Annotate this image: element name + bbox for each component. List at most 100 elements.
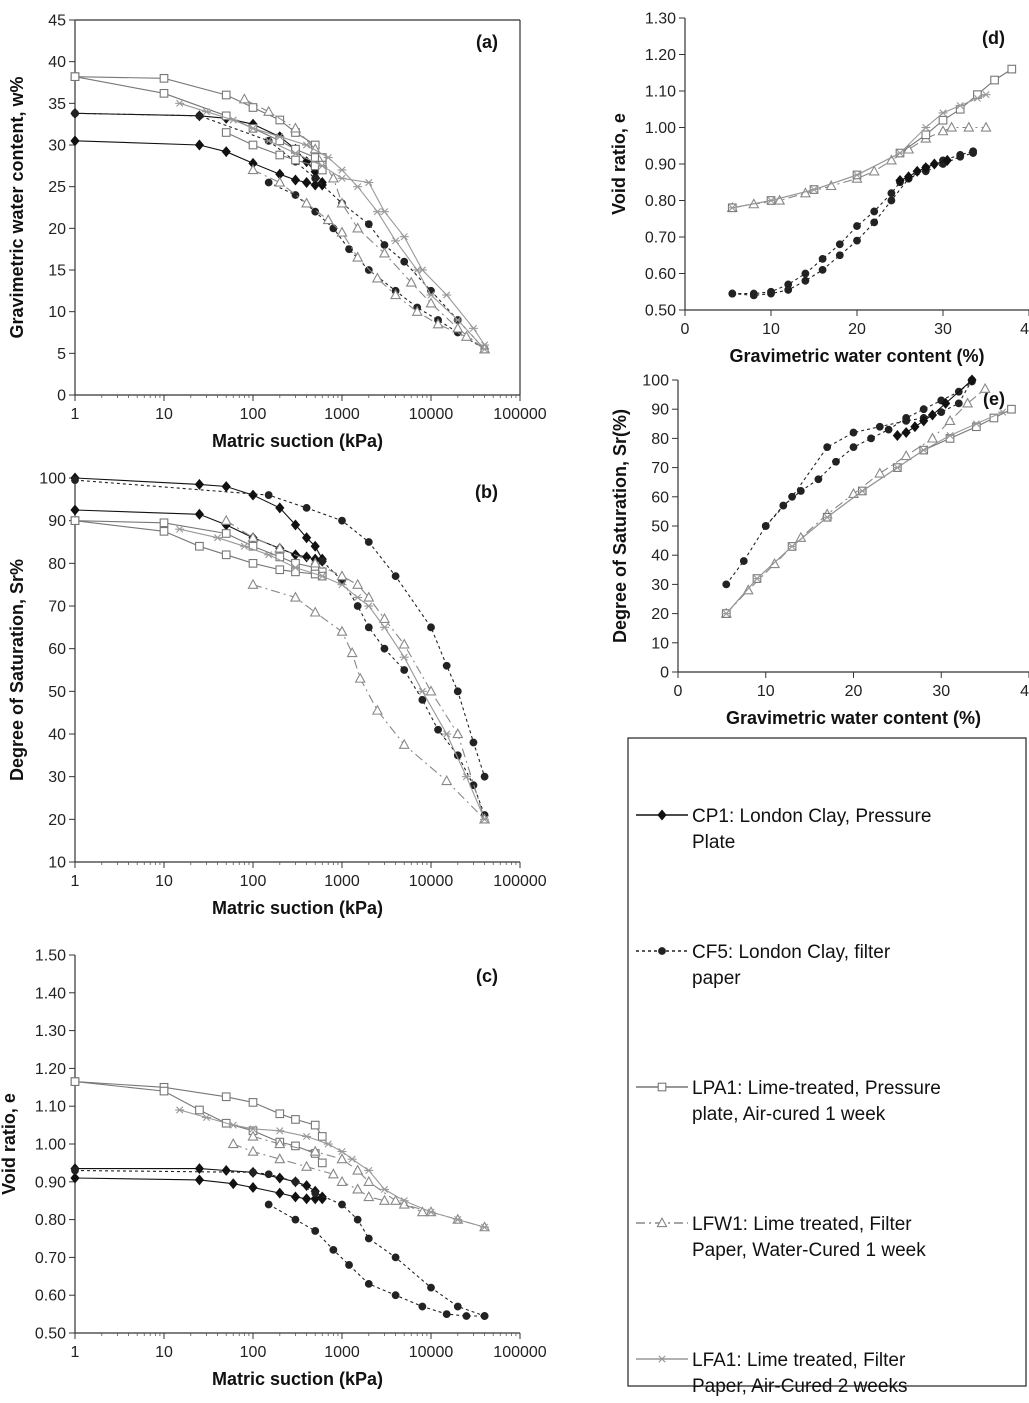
y-tick-label: 20 xyxy=(48,221,66,238)
x-tick-label: 100 xyxy=(240,406,267,423)
series-LFA1 xyxy=(175,99,490,353)
y-tick-label: 1.00 xyxy=(645,120,676,137)
y-tick-label: 5 xyxy=(57,346,66,363)
data-point xyxy=(221,1092,231,1102)
data-point xyxy=(302,1132,312,1141)
panel-label: (e) xyxy=(983,389,1005,409)
series-line xyxy=(74,1081,323,1164)
data-point xyxy=(310,179,320,191)
data-point xyxy=(990,75,999,85)
data-point xyxy=(400,257,409,266)
data-point xyxy=(159,526,169,536)
data-point xyxy=(378,247,390,258)
y-tick-label: 0 xyxy=(660,665,669,682)
data-point xyxy=(289,591,301,602)
data-point xyxy=(938,115,948,125)
data-point xyxy=(264,1200,273,1209)
data-point xyxy=(767,289,775,298)
data-point xyxy=(998,408,1008,416)
series-CP1 xyxy=(895,154,952,186)
y-tick-label: 20 xyxy=(48,812,66,829)
data-point xyxy=(338,516,346,525)
y-tick-label: 1.40 xyxy=(35,985,66,1002)
y-tick-label: 90 xyxy=(651,402,669,419)
data-point xyxy=(322,214,334,225)
data-point xyxy=(364,602,374,610)
series-CF5 xyxy=(318,557,489,819)
legend-label: CF5: London Clay, filter xyxy=(692,942,891,963)
data-point xyxy=(461,773,471,781)
data-point xyxy=(887,196,896,205)
x-tick-label: 100 xyxy=(240,1344,267,1361)
data-point xyxy=(70,135,80,147)
data-point xyxy=(194,1174,205,1186)
data-point xyxy=(919,405,928,414)
y-tick-label: 35 xyxy=(48,96,66,113)
y-tick-label: 0.60 xyxy=(645,266,676,283)
data-point xyxy=(248,103,258,112)
data-point xyxy=(849,428,858,437)
data-point xyxy=(275,1127,285,1135)
data-point xyxy=(902,416,911,425)
y-tick-label: 80 xyxy=(48,556,66,573)
data-point xyxy=(227,1138,239,1149)
panel-label: (d) xyxy=(982,28,1005,48)
data-point xyxy=(247,1145,259,1156)
data-point xyxy=(895,174,905,186)
data-point xyxy=(70,72,80,82)
data-point xyxy=(963,121,975,132)
data-point xyxy=(159,1086,169,1096)
data-point xyxy=(175,99,185,107)
x-axis-title: Matric suction (kPa) xyxy=(212,431,383,451)
y-tick-label: 1.10 xyxy=(645,84,676,101)
data-point xyxy=(323,1140,333,1148)
legend-marker xyxy=(658,947,666,955)
data-point xyxy=(832,457,840,466)
y-tick-label: 0.70 xyxy=(645,230,676,247)
x-tick-label: 1 xyxy=(71,406,80,423)
data-point xyxy=(275,133,285,141)
data-point xyxy=(264,491,273,499)
data-point xyxy=(290,519,301,531)
series-line xyxy=(74,112,486,350)
y-tick-label: 45 xyxy=(48,13,66,30)
data-point xyxy=(345,245,353,254)
x-axis-title: Gravimetric water content (%) xyxy=(729,346,984,366)
data-point xyxy=(364,1166,374,1175)
data-point xyxy=(371,272,383,283)
data-point xyxy=(442,730,452,738)
data-point xyxy=(919,415,929,427)
x-tick-label: 1000 xyxy=(324,406,360,423)
data-point xyxy=(274,176,286,187)
data-point xyxy=(441,774,453,786)
data-point xyxy=(721,610,731,618)
data-point xyxy=(941,397,951,409)
data-point xyxy=(311,174,320,183)
y-tick-label: 40 xyxy=(48,727,66,744)
data-point xyxy=(418,695,427,704)
data-point xyxy=(853,236,861,245)
x-tick-label: 10 xyxy=(757,683,775,700)
data-point xyxy=(275,115,285,125)
y-tick-label: 70 xyxy=(48,599,66,616)
data-point xyxy=(71,476,79,485)
data-point xyxy=(275,502,285,514)
data-point xyxy=(195,541,204,551)
y-tick-label: 100 xyxy=(39,471,66,488)
data-point xyxy=(460,330,472,341)
data-point xyxy=(427,623,435,632)
x-tick-label: 30 xyxy=(934,321,952,338)
data-point xyxy=(411,305,423,316)
series-line xyxy=(74,479,486,777)
data-point xyxy=(480,1223,490,1231)
legend-marker xyxy=(657,809,667,821)
data-point xyxy=(417,687,427,695)
data-point xyxy=(480,772,489,781)
data-point xyxy=(921,130,931,140)
data-point xyxy=(364,623,373,632)
data-point xyxy=(857,487,867,495)
y-tick-label: 15 xyxy=(48,263,66,280)
y-axis-title: Degree of Saturation, Sr(%) xyxy=(610,409,630,643)
y-tick-label: 10 xyxy=(651,635,669,652)
x-tick-label: 100000 xyxy=(493,1344,546,1361)
